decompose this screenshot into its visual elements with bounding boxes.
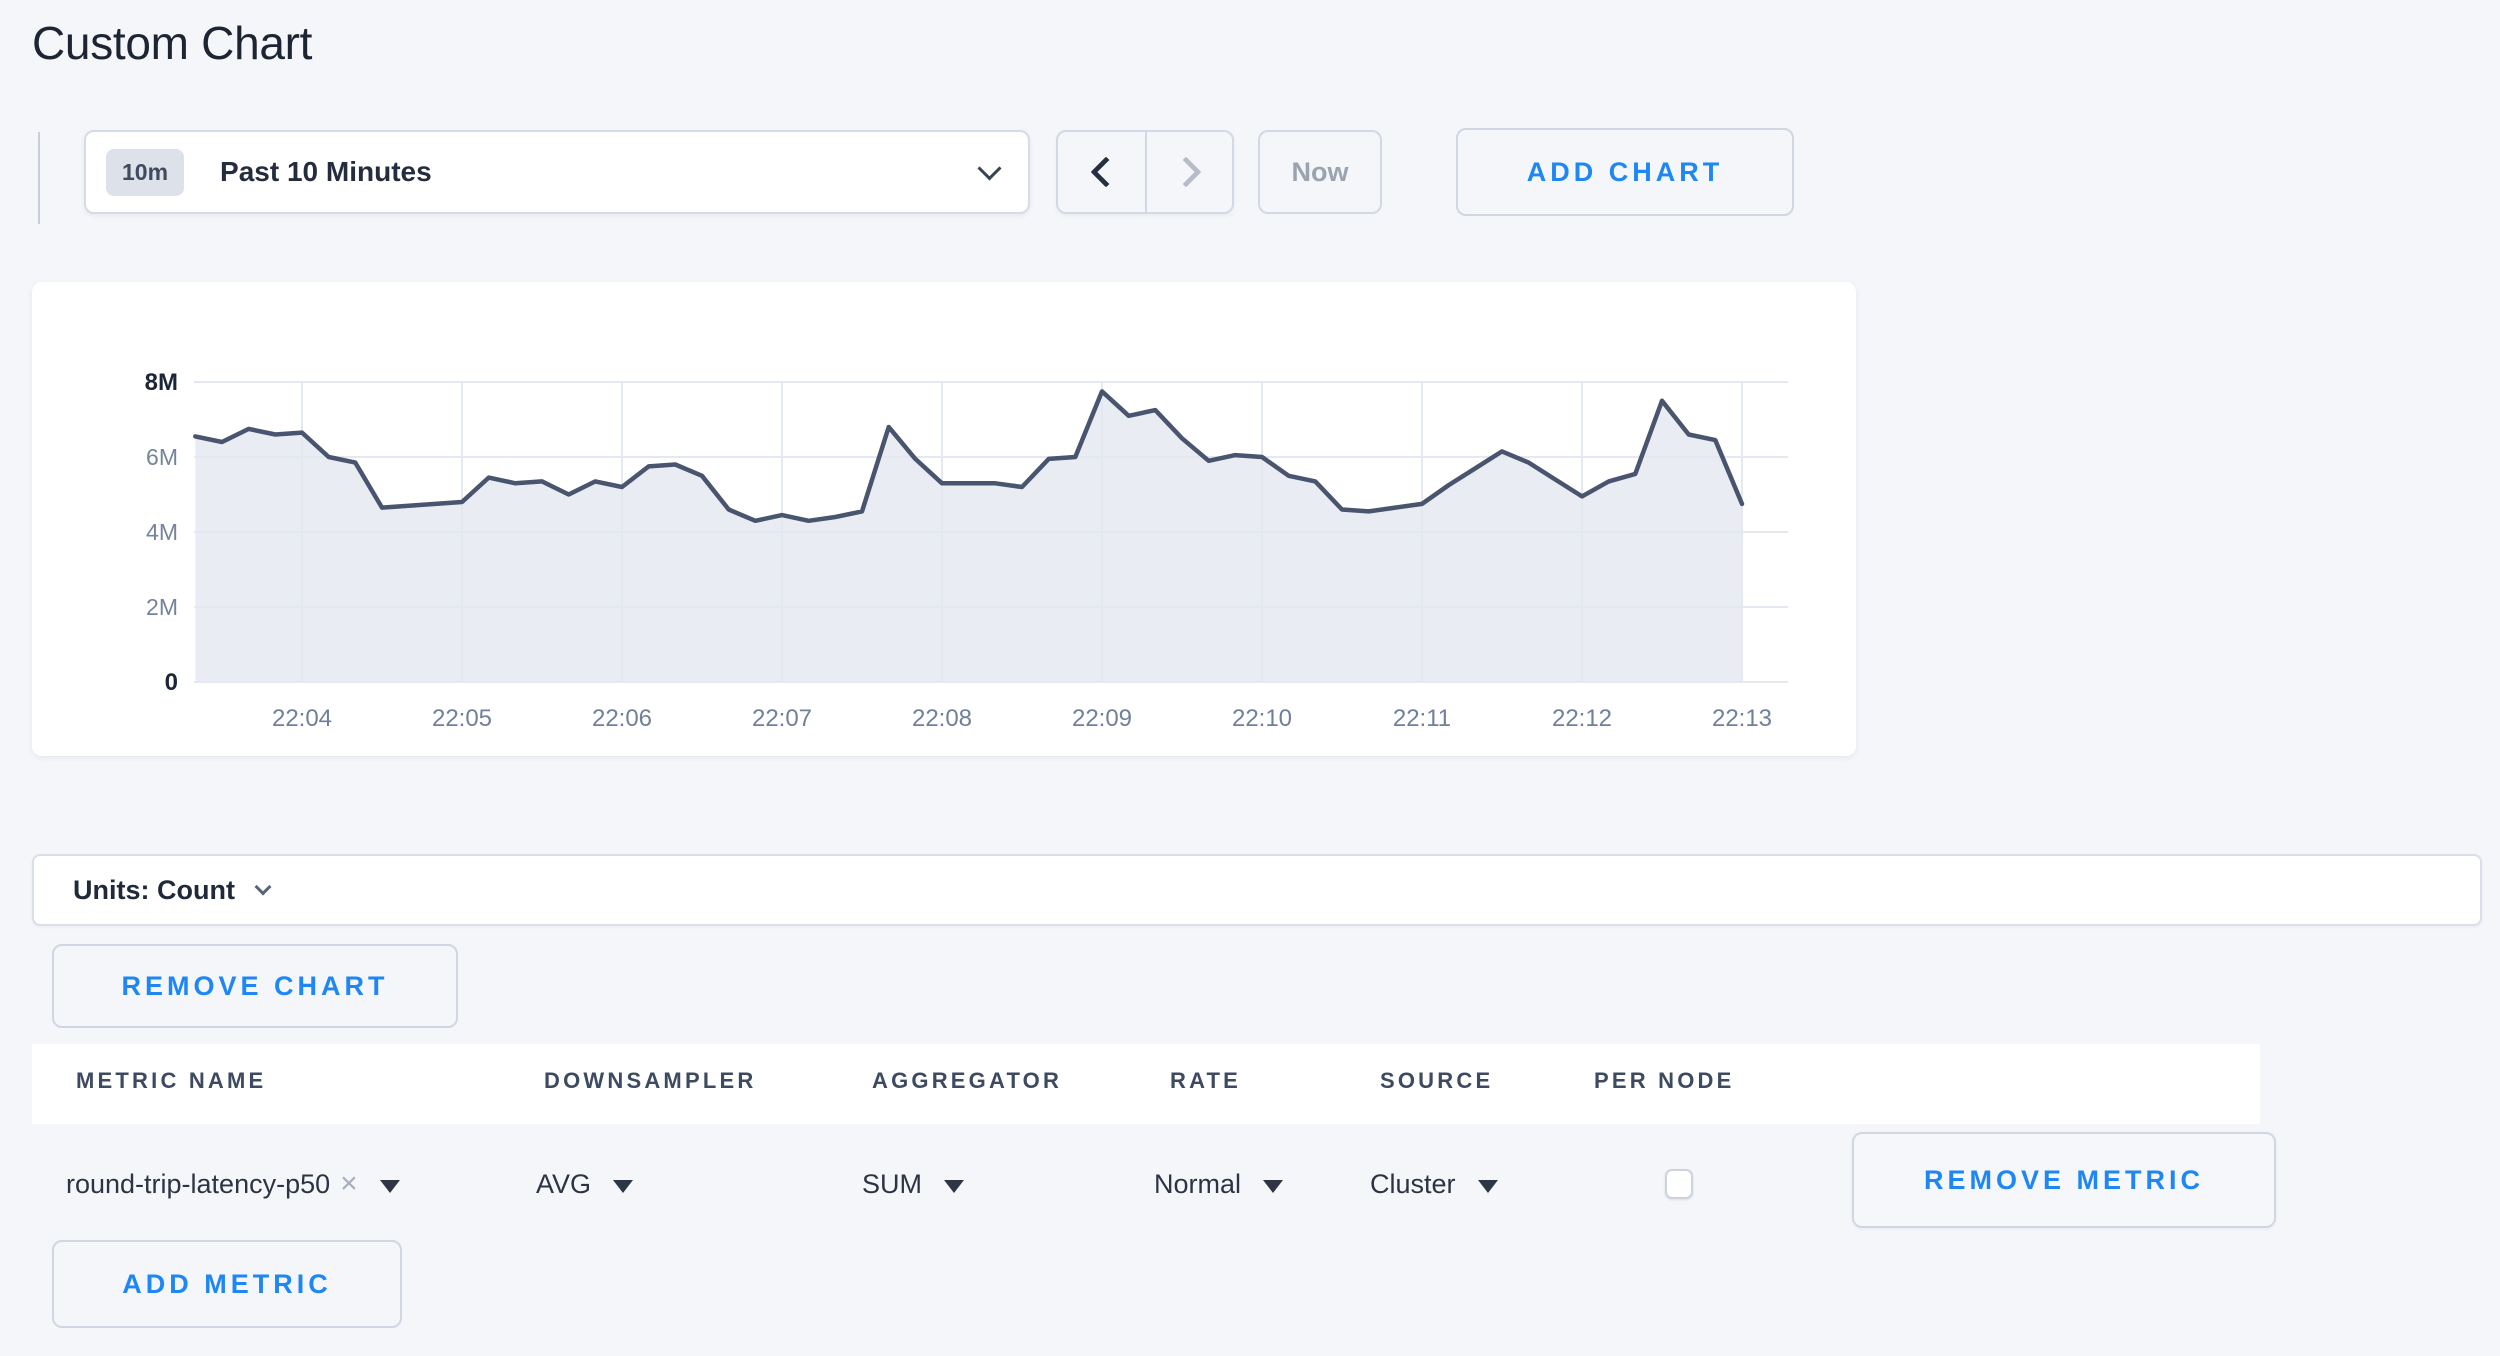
metric-row: round-trip-latency-p50 × AVG SUM Normal … xyxy=(32,1124,2276,1244)
units-label: Units: Count xyxy=(73,874,235,905)
aggregator-value: SUM xyxy=(862,1168,922,1199)
y-axis-tick-label: 2M xyxy=(146,594,178,620)
remove-chart-button[interactable]: REMOVE CHART xyxy=(52,944,458,1028)
x-axis-tick-label: 22:05 xyxy=(432,705,492,732)
chevron-left-icon xyxy=(1089,156,1122,188)
source-value: Cluster xyxy=(1370,1168,1456,1199)
time-pager xyxy=(1056,130,1234,214)
caret-down-icon xyxy=(613,1179,634,1193)
timeseries-chart: 0 2M 4M 6M 8M 22:04 22:05 22:06 22:07 22:08 22:09 2… xyxy=(145,369,1788,732)
metric-name-select[interactable]: round-trip-latency-p50 × xyxy=(66,1124,400,1244)
aggregator-select[interactable]: SUM xyxy=(862,1124,964,1244)
add-chart-button[interactable]: ADD CHART xyxy=(1456,128,1794,216)
rate-value: Normal xyxy=(1154,1168,1242,1199)
x-axis-tick-label: 22:04 xyxy=(272,705,332,732)
downsampler-select[interactable]: AVG xyxy=(536,1124,634,1244)
x-axis-tick-label: 22:08 xyxy=(912,705,972,732)
column-header-aggregator: AGGREGATOR xyxy=(872,1068,1063,1093)
remove-metric-button[interactable]: REMOVE METRIC xyxy=(1852,1132,2276,1228)
x-axis-tick-label: 22:06 xyxy=(592,705,652,732)
caret-down-icon xyxy=(1263,1179,1284,1193)
x-axis-tick-label: 22:07 xyxy=(752,705,812,732)
y-axis-tick-label: 6M xyxy=(146,444,178,470)
series-line xyxy=(193,389,1745,524)
next-time-button[interactable] xyxy=(1145,132,1232,212)
metrics-table-header: METRIC NAME DOWNSAMPLER AGGREGATOR RATE … xyxy=(32,1044,2260,1124)
column-header-per-node: PER NODE xyxy=(1594,1068,1735,1093)
time-scale-badge: 10m xyxy=(106,148,185,196)
y-axis-tick-label: 4M xyxy=(146,519,178,545)
y-axis-tick-label: 8M xyxy=(145,369,178,396)
metric-name-value: round-trip-latency-p50 xyxy=(66,1168,331,1199)
time-scale-dropdown[interactable]: 10m Past 10 Minutes xyxy=(84,130,1030,214)
source-select[interactable]: Cluster xyxy=(1370,1124,1498,1244)
chevron-down-icon xyxy=(254,878,272,896)
caret-down-icon xyxy=(944,1179,964,1193)
x-axis-tick-label: 22:13 xyxy=(1712,705,1772,732)
x-axis-tick-label: 22:11 xyxy=(1393,705,1451,732)
x-axis-tick-label: 22:10 xyxy=(1232,705,1292,732)
page-title: Custom Chart xyxy=(32,17,313,69)
downsampler-value: AVG xyxy=(536,1168,592,1199)
per-node-cell xyxy=(1665,1124,1693,1244)
per-node-checkbox[interactable] xyxy=(1665,1169,1693,1199)
series-area xyxy=(195,391,1742,682)
chart-card: 0 2M 4M 6M 8M 22:04 22:05 22:06 22:07 22:08 22:09 2… xyxy=(32,282,1856,756)
toolbar-divider xyxy=(38,132,40,224)
rate-select[interactable]: Normal xyxy=(1154,1124,1284,1244)
now-button[interactable]: Now xyxy=(1258,130,1382,214)
caret-down-icon xyxy=(1477,1179,1498,1193)
y-axis-tick-label: 0 xyxy=(165,669,178,696)
chevron-down-icon xyxy=(977,155,1002,181)
time-scale-label: Past 10 Minutes xyxy=(220,156,432,187)
units-dropdown[interactable]: Units: Count xyxy=(32,854,2482,926)
clear-metric-icon[interactable]: × xyxy=(340,1167,358,1200)
add-metric-button[interactable]: ADD METRIC xyxy=(52,1240,402,1328)
column-header-source: SOURCE xyxy=(1380,1068,1494,1093)
x-axis-tick-label: 22:09 xyxy=(1072,705,1132,732)
caret-down-icon xyxy=(379,1179,400,1193)
column-header-downsampler: DOWNSAMPLER xyxy=(544,1068,757,1093)
chevron-right-icon xyxy=(1169,156,1202,188)
x-axis-tick-label: 22:12 xyxy=(1552,705,1612,732)
prev-time-button[interactable] xyxy=(1058,132,1145,212)
column-header-rate: RATE xyxy=(1170,1068,1242,1093)
column-header-metric-name: METRIC NAME xyxy=(76,1068,267,1093)
